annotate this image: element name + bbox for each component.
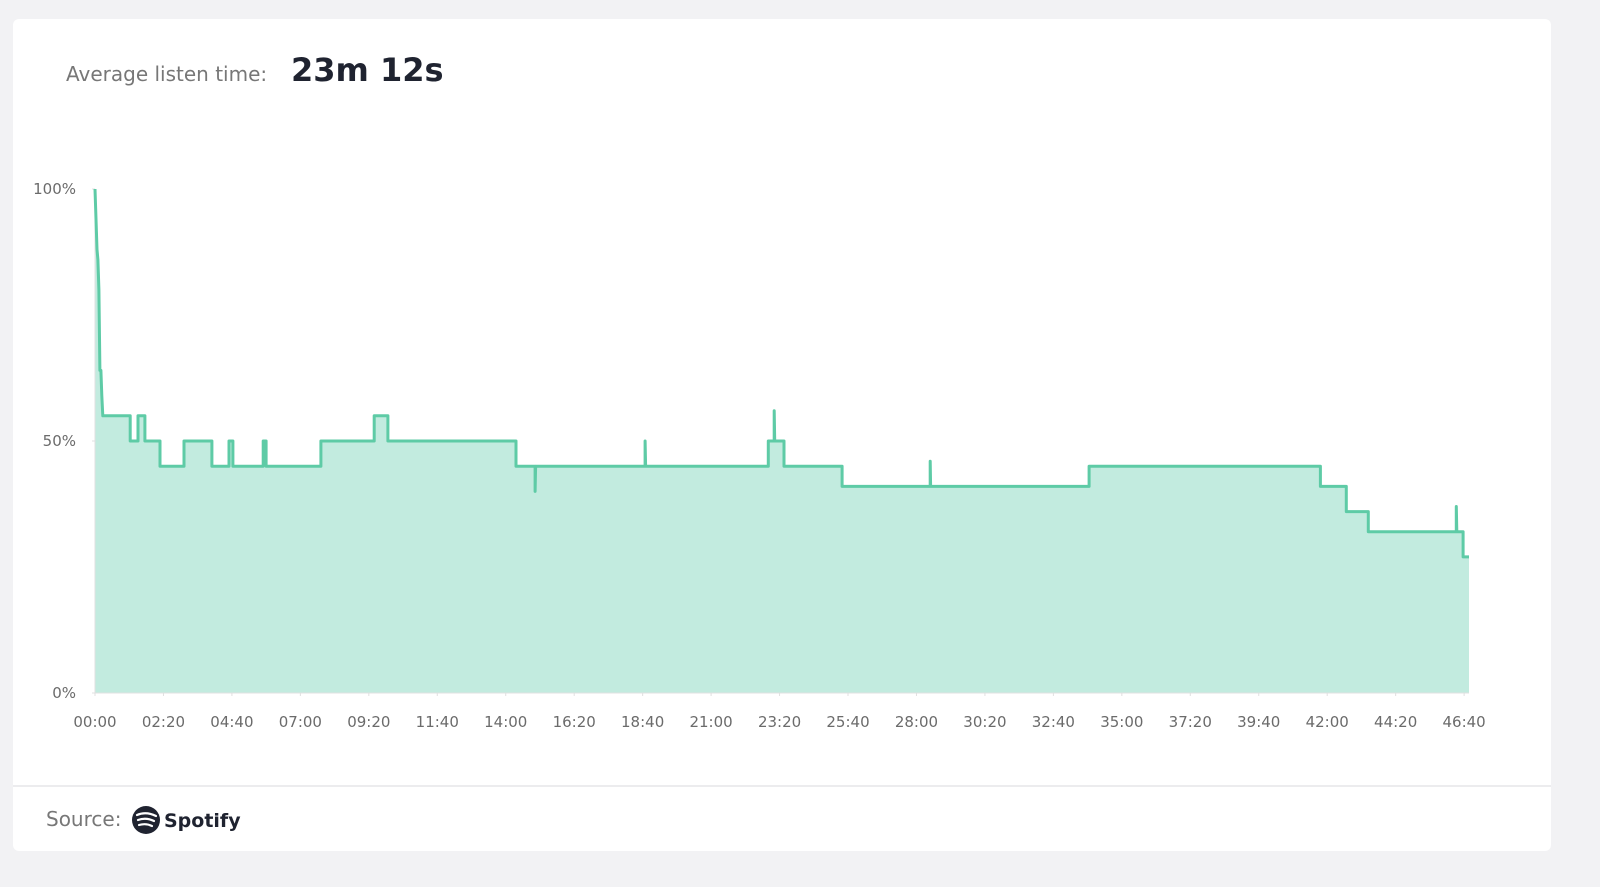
x-tick-label: 11:40	[416, 713, 459, 731]
x-tick-label: 46:40	[1442, 713, 1485, 731]
x-tick-label: 37:20	[1169, 713, 1212, 731]
x-tick-label: 42:00	[1306, 713, 1349, 731]
x-tick-label: 21:00	[689, 713, 732, 731]
source-label: Source:	[46, 807, 121, 831]
x-tick-label: 35:00	[1100, 713, 1143, 731]
y-tick-label: 0%	[52, 684, 76, 702]
x-tick-label: 18:40	[621, 713, 664, 731]
x-tick-label: 44:20	[1374, 713, 1417, 731]
x-tick-label: 39:40	[1237, 713, 1280, 731]
metric-value: 23m 12s	[291, 51, 444, 89]
metric-label: Average listen time:	[66, 62, 267, 86]
x-tick-label: 23:20	[758, 713, 801, 731]
x-tick-label: 16:20	[553, 713, 596, 731]
x-tick-label: 30:20	[963, 713, 1006, 731]
x-tick-label: 00:00	[73, 713, 116, 731]
spotify-logo	[132, 806, 160, 834]
x-tick-label: 02:20	[142, 713, 185, 731]
source-brand: Spotify	[164, 810, 241, 832]
y-tick-label: 100%	[33, 180, 76, 198]
x-tick-label: 25:40	[826, 713, 869, 731]
area-line	[93, 188, 1469, 559]
x-tick-label: 09:20	[347, 713, 390, 731]
x-tick-label: 28:00	[895, 713, 938, 731]
x-tick-label: 14:00	[484, 713, 527, 731]
y-tick-label: 50%	[43, 432, 76, 450]
x-tick-label: 32:40	[1032, 713, 1075, 731]
x-tick-label: 04:40	[210, 713, 253, 731]
x-tick-label: 07:00	[279, 713, 322, 731]
